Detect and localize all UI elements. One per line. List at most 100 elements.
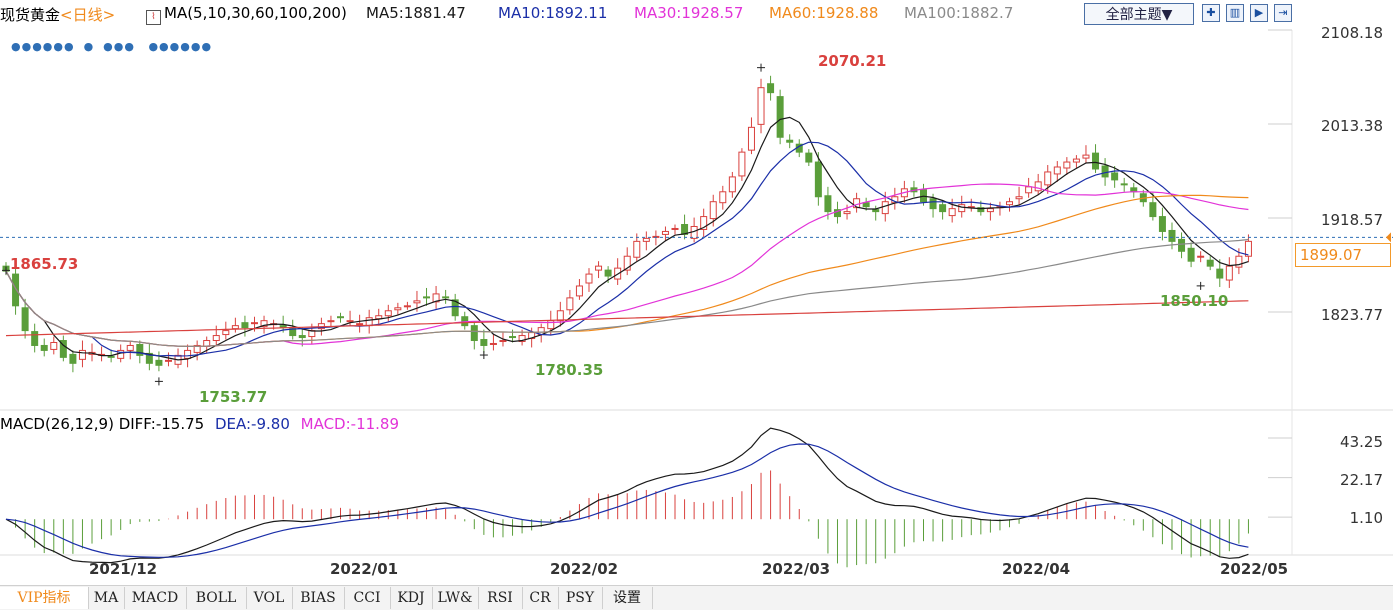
- theme-dropdown[interactable]: 全部主题▼: [1084, 3, 1194, 25]
- date-tick: 2022/02: [550, 560, 619, 578]
- candle-body: [69, 353, 77, 364]
- indicator-dots: ●●●●●● ● ●●● ●●●●●●: [11, 40, 213, 53]
- ma-value-label: MA100:1882.7: [904, 4, 1014, 22]
- ma200-line: [5, 300, 1249, 337]
- price-tick: 2013.38: [1320, 117, 1383, 135]
- high-annotation: 2070.21: [818, 52, 887, 70]
- dea-line: [5, 443, 1249, 558]
- candle-body: [824, 195, 832, 213]
- date-tick: 2022/01: [330, 560, 399, 578]
- ma-value-label: MA30:1928.57: [634, 4, 744, 22]
- candle-body: [700, 216, 708, 230]
- price-tick: 1823.77: [1320, 306, 1383, 324]
- ma-indicator: ⌇ MA(5,10,30,60,100,200): [146, 4, 347, 25]
- candle-body: [212, 335, 220, 342]
- candle-body: [1187, 247, 1195, 262]
- candle-body: [1235, 255, 1243, 268]
- candle-body: [767, 83, 775, 94]
- candle-body: [480, 339, 488, 346]
- candle-body: [145, 352, 153, 364]
- candle-body: [1063, 161, 1071, 169]
- candle-body: [413, 300, 421, 304]
- candle-body: [384, 310, 392, 317]
- crosshair-icon[interactable]: ✚: [1202, 4, 1220, 22]
- tab-7[interactable]: KDJ: [390, 587, 433, 609]
- candle-body: [977, 207, 985, 213]
- ma100-line: [5, 238, 1249, 348]
- tab-11[interactable]: PSY: [558, 587, 603, 609]
- candle-body: [346, 320, 354, 323]
- tab-2[interactable]: MACD: [124, 587, 187, 609]
- period-label[interactable]: <日线>: [60, 6, 116, 24]
- date-tick: 2022/05: [1220, 560, 1289, 578]
- candle-body: [872, 209, 880, 213]
- candle-body: [250, 322, 258, 325]
- play-icon[interactable]: ▶: [1250, 4, 1268, 22]
- candle-body: [241, 322, 249, 329]
- candle-body: [423, 296, 431, 299]
- candle-body: [633, 240, 641, 258]
- price-tick: 2108.18: [1320, 24, 1383, 42]
- candle-body: [661, 230, 669, 235]
- tab-12[interactable]: 设置: [602, 587, 653, 609]
- candle-body: [986, 208, 994, 213]
- candle-body: [1044, 171, 1052, 186]
- tab-9[interactable]: RSI: [478, 587, 523, 609]
- macd-dea: DEA:-9.80: [214, 415, 290, 433]
- candle-body: [623, 255, 631, 271]
- candle-body: [1101, 165, 1109, 178]
- candle-body: [222, 330, 230, 336]
- candle-body: [1244, 240, 1252, 257]
- macd-value: MACD:-11.89: [300, 415, 400, 433]
- candle-body: [776, 96, 784, 138]
- candle-body: [78, 349, 86, 360]
- candle-body: [50, 341, 58, 350]
- candle-body: [451, 299, 459, 317]
- candle-body: [604, 269, 612, 277]
- candle-body: [1197, 255, 1205, 258]
- tab-6[interactable]: CCI: [344, 587, 391, 609]
- indicator-tab-bar: VIP指标 MA MACD BOLL VOL BIAS CCI KDJ LW& RSI CR PSY 设…: [0, 585, 1393, 610]
- candle-body: [365, 317, 373, 327]
- candle-body: [1206, 259, 1214, 267]
- symbol-name: 现货黄金: [0, 6, 61, 24]
- candle-body: [939, 204, 947, 213]
- candle-body: [337, 316, 345, 319]
- candle-body: [1149, 202, 1157, 218]
- candle-body: [948, 208, 956, 217]
- candle-body: [843, 211, 851, 215]
- tab-4[interactable]: VOL: [246, 587, 293, 609]
- columns-icon[interactable]: ▥: [1226, 4, 1244, 22]
- tab-0[interactable]: VIP指标: [0, 587, 89, 609]
- candle-body: [1082, 154, 1090, 159]
- next-frame-icon[interactable]: ⇥: [1274, 4, 1292, 22]
- last-price-label: 1899.07: [1295, 243, 1391, 267]
- candle-body: [327, 320, 335, 323]
- symbol-title: 现货黄金<日线>: [0, 4, 115, 25]
- low-apr-annotation: 1850.10: [1160, 292, 1229, 310]
- tab-8[interactable]: LW&: [432, 587, 479, 609]
- candle-body: [470, 325, 478, 342]
- candle-body: [298, 335, 306, 339]
- tab-3[interactable]: BOLL: [186, 587, 247, 609]
- candle-body: [709, 201, 717, 220]
- candle-body: [31, 331, 39, 346]
- candle-body: [12, 273, 20, 307]
- ma10-line: [5, 141, 1249, 357]
- tab-1[interactable]: MA: [88, 587, 125, 609]
- candle-body: [518, 335, 526, 343]
- date-tick: 2021/12: [89, 560, 158, 578]
- macd-header: MACD(26,12,9) DIFF:-15.75 DEA:-9.80 MACD…: [0, 415, 399, 433]
- macd-spec: MACD(26,12,9): [0, 415, 114, 433]
- candle-body: [1111, 172, 1119, 181]
- date-tick: 2022/03: [762, 560, 831, 578]
- tab-5[interactable]: BIAS: [292, 587, 345, 609]
- candle-body: [681, 224, 689, 235]
- macd-tick: 1.10: [1349, 509, 1383, 527]
- candle-body: [231, 325, 239, 330]
- low-dec-annotation: 1753.77: [199, 388, 268, 406]
- candle-body: [805, 152, 813, 163]
- ma-chart-icon: ⌇: [146, 10, 161, 25]
- candle-body: [260, 320, 268, 328]
- tab-10[interactable]: CR: [522, 587, 559, 609]
